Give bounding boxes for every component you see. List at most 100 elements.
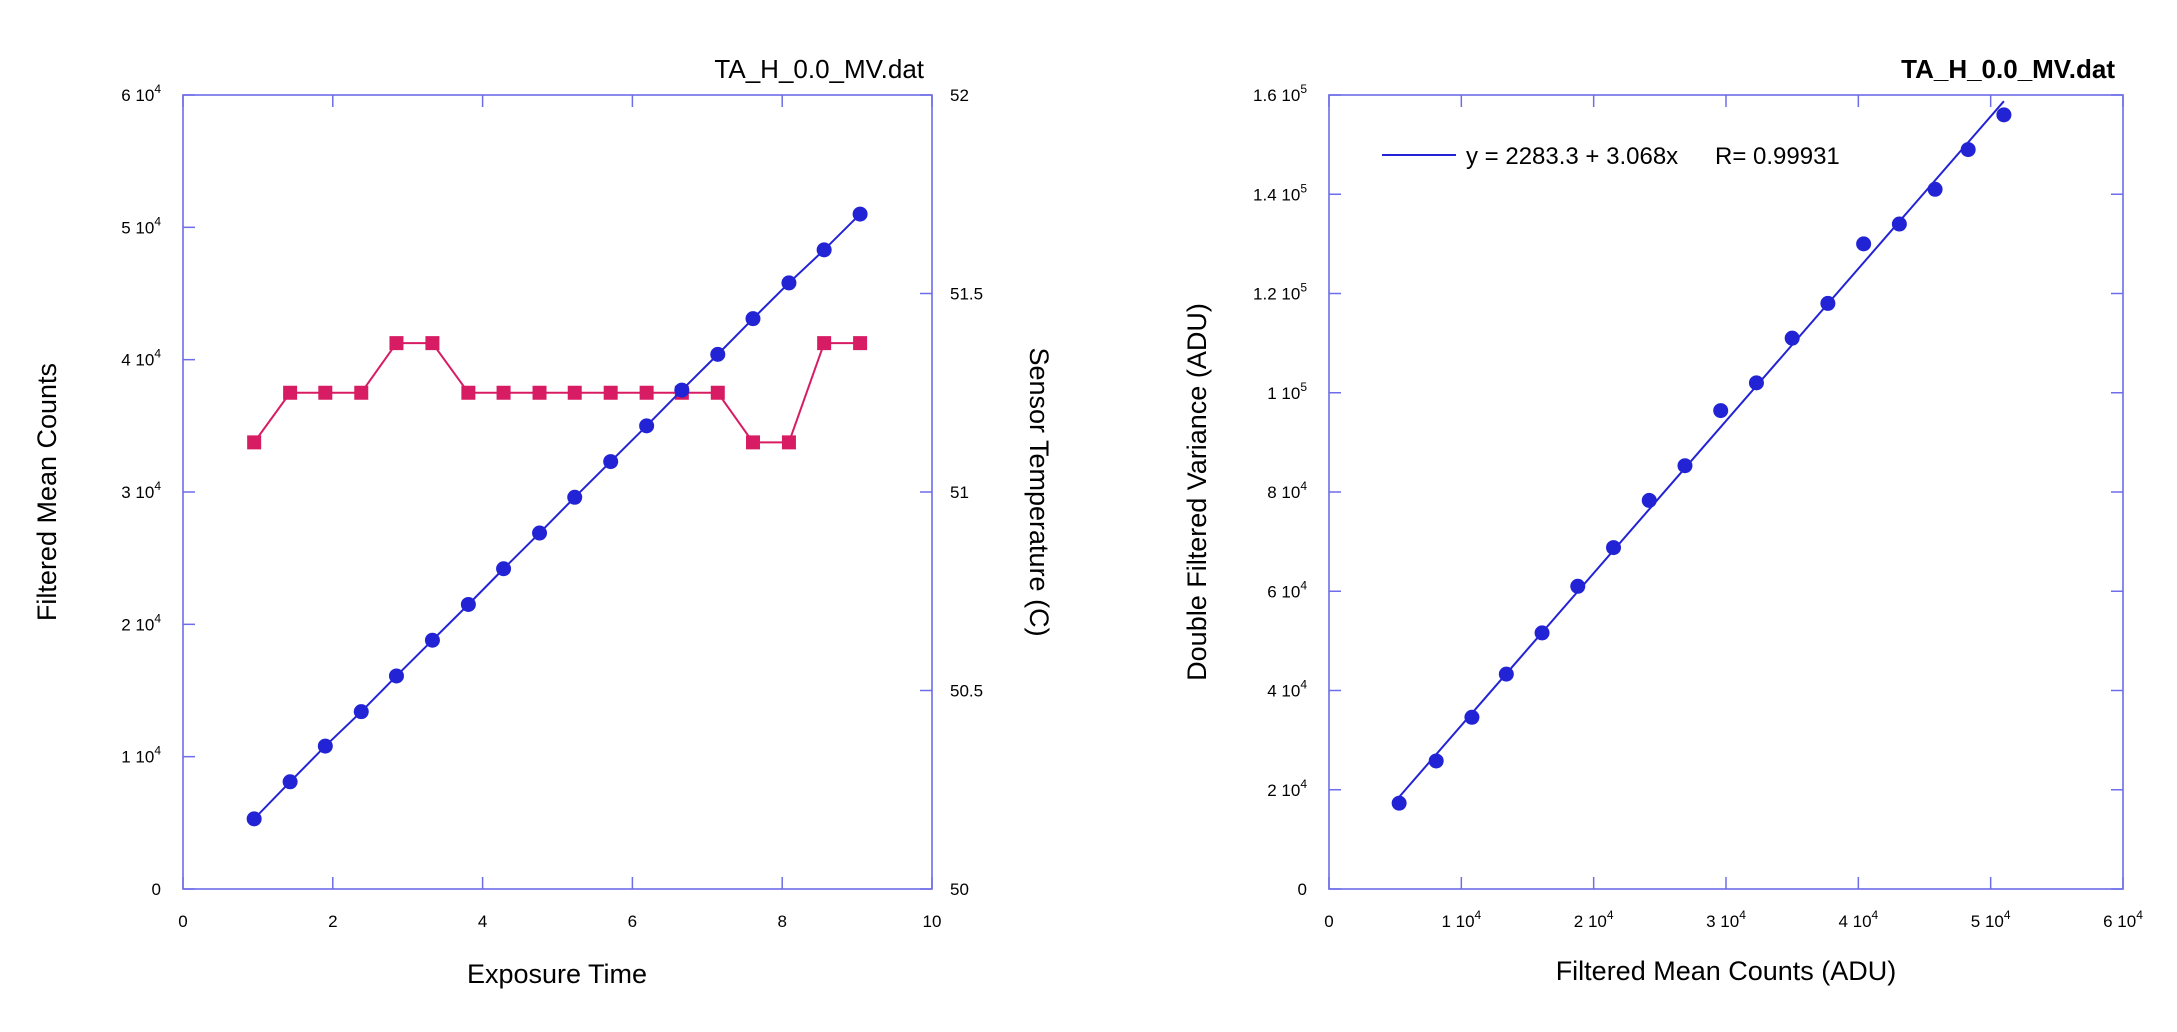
x-tick-label: 1 104 — [1441, 908, 1481, 931]
fit-line — [1398, 100, 2005, 798]
temperature-point — [781, 435, 796, 450]
y-tick-label: 1 104 — [121, 744, 161, 767]
series-double-filtered-variance — [1391, 107, 2012, 811]
y2-axis-ticks-left: 50 50.5 51 51.5 52 — [920, 86, 983, 899]
y-tick-label: 0 — [152, 880, 161, 899]
x-tick-label: 4 104 — [1838, 908, 1878, 931]
variance-point — [1391, 795, 1407, 811]
y-tick-label: 2 104 — [121, 611, 161, 634]
counts-point — [282, 774, 298, 790]
chart-title-right: TA_H_0.0_MV.dat — [1901, 54, 2115, 84]
variance-point — [1891, 216, 1907, 232]
counts-point — [246, 811, 262, 827]
y-tick-label: 1.2 105 — [1253, 281, 1307, 304]
y2-tick-label: 50.5 — [950, 682, 983, 701]
x-tick-label: 6 — [628, 912, 637, 931]
x-axis-ticks-right: 0 1 104 2 104 3 104 4 104 5 104 6 104 — [1324, 95, 2143, 931]
temperature-point — [247, 435, 262, 450]
x-tick-label: 2 — [328, 912, 337, 931]
variance-point — [1996, 107, 2012, 123]
x-axis-ticks-left: 0 2 4 6 8 10 — [178, 95, 941, 931]
temperature-point — [639, 385, 654, 400]
x-tick-label: 3 104 — [1706, 908, 1746, 931]
counts-point — [603, 454, 619, 470]
temperature-point — [496, 385, 511, 400]
temperature-line — [253, 342, 861, 444]
series-sensor-temperature — [247, 336, 868, 450]
x-tick-label: 0 — [178, 912, 187, 931]
variance-point — [1748, 375, 1764, 391]
x-tick-label: 10 — [923, 912, 942, 931]
temperature-point — [354, 385, 369, 400]
counts-point — [639, 418, 655, 434]
y-axis-label-right: Double Filtered Variance (ADU) — [1182, 303, 1212, 681]
counts-point — [674, 382, 690, 398]
temperature-point — [710, 385, 725, 400]
variance-point — [1960, 142, 1976, 158]
counts-point — [496, 561, 512, 577]
y-tick-label: 4 104 — [121, 347, 161, 370]
variance-point — [1784, 330, 1800, 346]
y-tick-label: 2 104 — [1267, 777, 1307, 800]
temperature-point — [567, 385, 582, 400]
temperature-point — [318, 385, 333, 400]
variance-point — [1820, 295, 1836, 311]
variance-point — [1606, 540, 1622, 556]
temperature-point — [817, 336, 832, 351]
y-tick-label: 1.4 105 — [1253, 181, 1307, 204]
counts-point — [710, 346, 726, 362]
y2-axis-label-left: Sensor Temperature (C) — [1024, 347, 1054, 636]
temperature-point — [603, 385, 618, 400]
fit-legend: y = 2283.3 + 3.068x R= 0.99931 — [1382, 143, 1840, 170]
variance-point — [1641, 492, 1657, 508]
plot-frame-right — [1328, 94, 2124, 890]
counts-point — [460, 596, 476, 612]
variance-point — [1927, 181, 1943, 197]
y-tick-label: 4 104 — [1267, 678, 1307, 701]
temperature-point — [461, 385, 476, 400]
variance-point — [1464, 709, 1480, 725]
variance-point — [1570, 578, 1586, 594]
y-axis-ticks-left: 0 1 104 2 104 3 104 4 104 5 104 6 104 — [121, 82, 195, 899]
y-tick-label: 6 104 — [121, 82, 161, 105]
y-tick-label: 5 104 — [121, 214, 161, 237]
y-tick-label: 0 — [1298, 880, 1307, 899]
y-tick-label: 6 104 — [1267, 578, 1307, 601]
counts-point — [745, 311, 761, 327]
plot-frame-left — [182, 94, 933, 890]
counts-point — [353, 704, 369, 720]
counts-point — [781, 275, 797, 291]
counts-point — [532, 525, 548, 541]
counts-point — [424, 632, 440, 648]
x-axis-label-right: Filtered Mean Counts (ADU) — [1556, 956, 1897, 986]
y2-tick-label: 51.5 — [950, 285, 983, 304]
counts-point — [388, 668, 404, 684]
x-tick-label: 6 104 — [2103, 908, 2143, 931]
fit-r-value: R= 0.99931 — [1715, 143, 1840, 170]
x-tick-label: 0 — [1324, 912, 1333, 931]
y-tick-label: 3 104 — [121, 479, 161, 502]
y2-tick-label: 52 — [950, 86, 969, 105]
temperature-point — [853, 336, 868, 351]
variance-point — [1856, 236, 1872, 252]
counts-point — [567, 489, 583, 505]
y-tick-label: 1 105 — [1267, 380, 1307, 403]
temperature-point — [745, 435, 760, 450]
y2-tick-label: 50 — [950, 880, 969, 899]
temperature-point — [389, 336, 404, 351]
series-filtered-mean-counts — [246, 206, 868, 827]
temperature-point — [283, 385, 298, 400]
counts-point — [816, 242, 832, 258]
x-tick-label: 5 104 — [1971, 908, 2011, 931]
chart-exposure-counts: TA_H_0.0_MV.dat 0 2 4 6 8 10 0 1 104 2 104 3 104… — [32, 54, 1054, 989]
variance-point — [1677, 458, 1693, 474]
y-axis-ticks-right: 0 2 104 4 104 6 104 8 104 1 105 1.2 105 1.4 105… — [1253, 82, 2123, 899]
x-tick-label: 8 — [777, 912, 786, 931]
x-axis-label-left: Exposure Time — [467, 959, 647, 989]
counts-line — [253, 213, 861, 820]
variance-point — [1498, 666, 1514, 682]
fit-equation: y = 2283.3 + 3.068x — [1466, 143, 1678, 170]
temperature-point — [425, 336, 440, 351]
y-axis-label-left: Filtered Mean Counts — [32, 363, 62, 621]
